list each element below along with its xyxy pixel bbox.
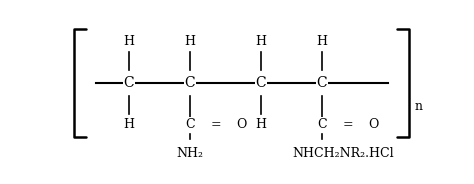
Text: H: H (255, 118, 266, 131)
Text: H: H (123, 35, 134, 48)
Text: C: C (317, 76, 327, 90)
Text: =: = (210, 118, 221, 131)
Text: C: C (184, 76, 195, 90)
Text: H: H (123, 118, 134, 131)
Text: C: C (185, 118, 195, 131)
Text: H: H (184, 35, 195, 48)
Text: C: C (123, 76, 134, 90)
Text: O: O (368, 118, 379, 131)
Text: O: O (237, 118, 247, 131)
Text: n: n (414, 100, 422, 113)
Text: NH₂: NH₂ (176, 147, 203, 160)
Text: C: C (317, 118, 327, 131)
Text: C: C (255, 76, 266, 90)
Text: =: = (342, 118, 353, 131)
Text: H: H (316, 35, 328, 48)
Text: NHCH₂NR₂.HCl: NHCH₂NR₂.HCl (292, 147, 394, 160)
Text: H: H (255, 35, 266, 48)
